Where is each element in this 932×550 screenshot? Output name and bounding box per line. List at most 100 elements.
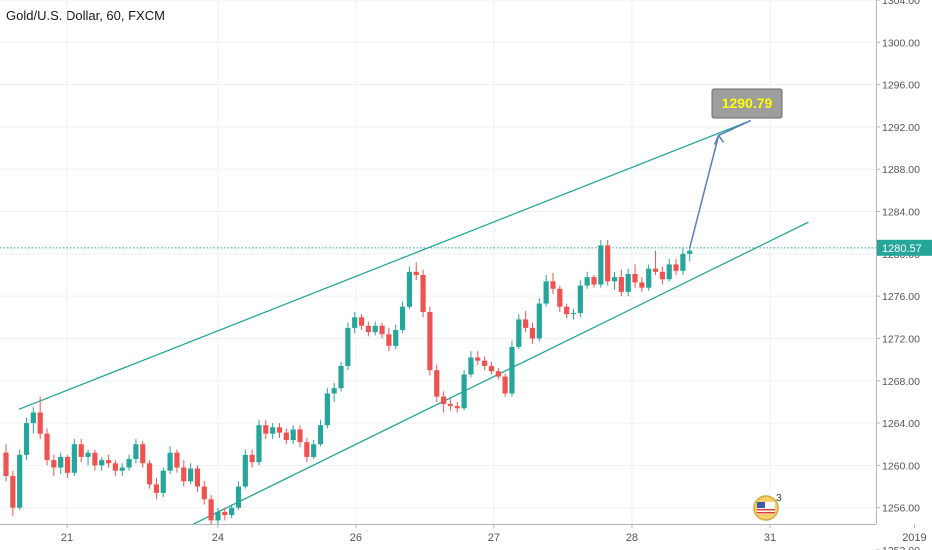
candle-body bbox=[557, 288, 563, 307]
candle-body bbox=[584, 277, 590, 286]
candle bbox=[352, 312, 358, 334]
current-price-value: 1280.57 bbox=[882, 243, 922, 255]
candle bbox=[406, 266, 413, 309]
candle bbox=[680, 248, 686, 275]
candle-body bbox=[454, 406, 460, 409]
candle bbox=[632, 264, 638, 288]
candle-body bbox=[235, 486, 242, 508]
candle-body bbox=[146, 463, 153, 485]
candle bbox=[304, 437, 310, 463]
candle bbox=[502, 373, 508, 397]
candle bbox=[447, 398, 454, 411]
candle bbox=[208, 495, 214, 527]
candle bbox=[338, 361, 344, 392]
candle-body bbox=[44, 433, 50, 461]
candle-body bbox=[543, 281, 549, 304]
candle-body bbox=[516, 319, 522, 347]
candle bbox=[317, 419, 324, 447]
candle-body bbox=[523, 319, 529, 328]
candle-body bbox=[297, 429, 303, 443]
candle-body bbox=[208, 499, 214, 521]
candle bbox=[331, 382, 337, 402]
candle-body bbox=[283, 432, 289, 440]
candle-body bbox=[673, 264, 679, 271]
flag-stripe bbox=[757, 512, 775, 514]
candle bbox=[365, 321, 371, 337]
candle-body bbox=[58, 456, 64, 468]
candle bbox=[30, 407, 36, 434]
candle bbox=[345, 322, 351, 371]
candle-body bbox=[399, 306, 406, 330]
candle-body bbox=[276, 427, 283, 433]
candle-body bbox=[140, 444, 146, 464]
candle-body bbox=[290, 429, 296, 440]
candle-body bbox=[591, 277, 597, 285]
candle bbox=[181, 460, 187, 487]
candle bbox=[263, 419, 269, 439]
candle-body bbox=[3, 452, 9, 476]
candle bbox=[85, 449, 91, 466]
candle-body bbox=[536, 303, 542, 339]
candle-body bbox=[659, 271, 665, 280]
candle bbox=[625, 268, 631, 297]
candle-body bbox=[215, 511, 221, 521]
candle bbox=[639, 277, 645, 292]
candle-body bbox=[338, 365, 344, 389]
price-tick-label: 1304.00 bbox=[882, 0, 920, 7]
candle bbox=[420, 269, 426, 318]
candle-body bbox=[37, 412, 43, 434]
candle bbox=[324, 388, 330, 429]
candle bbox=[242, 449, 248, 489]
candle-body bbox=[468, 357, 474, 375]
candle bbox=[399, 301, 406, 334]
price-axis[interactable]: 1304.00 1300.00 1296.00 1292.00 1288.00 1284.… bbox=[876, 0, 932, 550]
candle bbox=[229, 504, 235, 519]
price-axis-bg bbox=[876, 0, 932, 550]
candle-body bbox=[317, 425, 324, 445]
candle bbox=[468, 351, 474, 378]
time-tick-label: 26 bbox=[350, 532, 362, 544]
candle bbox=[99, 456, 105, 471]
candle bbox=[64, 454, 71, 479]
projection-line bbox=[718, 119, 752, 137]
candle-body bbox=[625, 273, 631, 292]
time-tick-label: 2019 bbox=[902, 532, 926, 544]
candle bbox=[536, 298, 542, 342]
candle-body bbox=[440, 396, 447, 405]
candle-body bbox=[379, 325, 385, 335]
candle bbox=[58, 452, 64, 474]
candle-body bbox=[64, 456, 71, 473]
candle bbox=[495, 368, 501, 380]
events-badge[interactable]: 3 bbox=[753, 493, 782, 521]
candle-body bbox=[618, 277, 624, 292]
candle bbox=[290, 425, 296, 445]
candle-body bbox=[611, 277, 618, 282]
channel-lower-line bbox=[166, 221, 809, 538]
candle-body bbox=[495, 371, 501, 377]
time-tick-label: 27 bbox=[488, 532, 500, 544]
candle-body bbox=[249, 454, 255, 463]
candle-body bbox=[598, 245, 604, 285]
candle bbox=[71, 438, 77, 476]
time-tick-label: 31 bbox=[764, 532, 776, 544]
candle-body bbox=[51, 460, 57, 468]
candle-body bbox=[85, 452, 91, 457]
trend-channel-layer bbox=[18, 119, 809, 538]
candle bbox=[440, 391, 447, 413]
candle-body bbox=[358, 317, 365, 326]
candle-body bbox=[324, 393, 330, 426]
candle bbox=[174, 449, 180, 473]
candle-body bbox=[570, 313, 577, 315]
candle-body bbox=[167, 452, 173, 471]
candle-body bbox=[420, 275, 426, 313]
time-axis[interactable]: 21 24 26 27 28 31 2019 bbox=[0, 524, 927, 550]
price-tick-label: 1284.00 bbox=[882, 207, 920, 219]
candle bbox=[112, 460, 118, 476]
candle-body bbox=[10, 475, 16, 508]
candle-body bbox=[23, 423, 30, 455]
price-tick-label: 1252.00 bbox=[882, 545, 920, 550]
candle bbox=[516, 314, 522, 350]
candle-body bbox=[133, 444, 139, 460]
